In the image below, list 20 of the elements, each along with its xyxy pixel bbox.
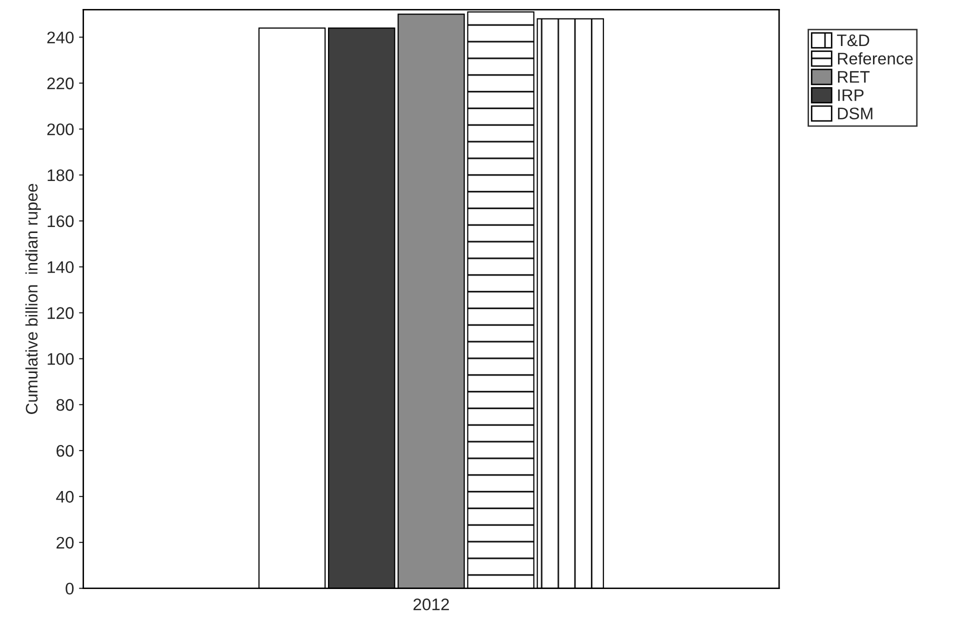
- y-tick-label: 40: [56, 490, 74, 503]
- legend-label: Reference: [838, 52, 913, 65]
- y-tick-label: 160: [48, 215, 74, 228]
- y-tick-label: 220: [47, 78, 74, 90]
- y-tick-label: 240: [47, 32, 74, 44]
- y-tick-label: 140: [48, 261, 74, 274]
- x-tick-label: 2012: [414, 598, 449, 610]
- y-tick-label: 20: [56, 536, 74, 549]
- legend-label: T&D: [837, 34, 870, 46]
- legend-label: IRP: [838, 89, 864, 101]
- y-tick-label: 100: [48, 353, 74, 365]
- y-tick-label: 200: [47, 123, 74, 136]
- y-axis-title: Cumulative billion indian rupee: [25, 184, 41, 414]
- y-tick-label: 60: [56, 444, 74, 457]
- y-tick-label: 180: [48, 169, 74, 182]
- legend-label: DSM: [838, 108, 872, 120]
- y-tick-label: 80: [56, 399, 74, 411]
- y-tick-label: 0: [66, 582, 74, 595]
- legend-label: RET: [838, 71, 870, 83]
- y-tick-label: 120: [48, 307, 74, 319]
